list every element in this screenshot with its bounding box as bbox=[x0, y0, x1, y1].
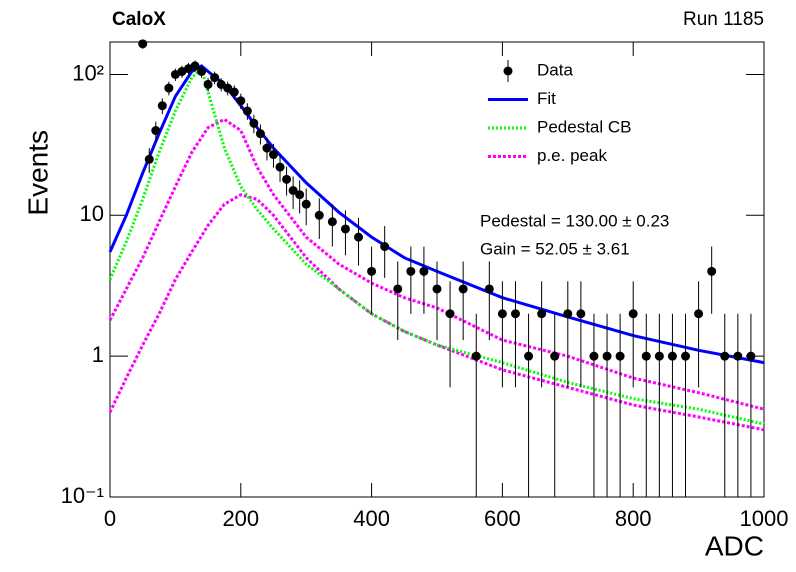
data-point bbox=[282, 174, 292, 184]
x-tick-label: 1000 bbox=[740, 506, 789, 531]
data-point bbox=[223, 83, 233, 93]
data-point bbox=[694, 309, 704, 319]
data-point bbox=[262, 143, 272, 153]
data-point bbox=[458, 284, 468, 294]
y-tick-label: 1 bbox=[92, 342, 104, 367]
data-point bbox=[144, 154, 154, 164]
data-point bbox=[576, 309, 586, 319]
data-point bbox=[242, 106, 252, 116]
data-point bbox=[288, 186, 298, 196]
plot-frame bbox=[109, 41, 765, 498]
data-point bbox=[602, 351, 612, 361]
data-point bbox=[615, 351, 625, 361]
data-point bbox=[354, 232, 364, 242]
data-point bbox=[641, 351, 651, 361]
data-point bbox=[157, 101, 167, 111]
data-point bbox=[707, 266, 717, 276]
y-tick-label: 10² bbox=[72, 60, 104, 85]
data-point bbox=[164, 83, 174, 93]
data-point bbox=[589, 351, 599, 361]
data-point bbox=[210, 73, 220, 83]
data-point bbox=[445, 309, 455, 319]
fit-curve bbox=[108, 64, 765, 365]
data-point bbox=[432, 284, 442, 294]
data-point bbox=[295, 190, 305, 200]
data-point bbox=[733, 351, 743, 361]
legend-label: Fit bbox=[537, 89, 556, 108]
data-point bbox=[301, 199, 311, 209]
x-tick-label: 0 bbox=[104, 506, 116, 531]
data-point bbox=[497, 309, 507, 319]
fit-curve bbox=[108, 117, 765, 432]
data-point bbox=[654, 351, 664, 361]
data-point bbox=[138, 39, 148, 49]
data-point bbox=[667, 351, 677, 361]
data-point bbox=[563, 309, 573, 319]
chart-title: CaloX bbox=[112, 9, 166, 30]
data-point bbox=[190, 61, 200, 71]
data-point bbox=[510, 309, 520, 319]
data-point bbox=[393, 284, 403, 294]
data-point bbox=[628, 309, 638, 319]
data-point bbox=[406, 266, 416, 276]
data-point bbox=[249, 118, 259, 128]
data-point bbox=[367, 266, 377, 276]
data-point bbox=[314, 210, 324, 220]
data-point bbox=[419, 266, 429, 276]
data-point bbox=[151, 126, 161, 136]
y-tick-label: 10 bbox=[80, 201, 104, 226]
x-tick-label: 400 bbox=[353, 506, 390, 531]
data-point bbox=[484, 284, 494, 294]
legend-label: p.e. peak bbox=[537, 146, 607, 165]
run-label: Run 1185 bbox=[683, 9, 764, 30]
data-point bbox=[269, 150, 278, 160]
x-tick-label: 800 bbox=[615, 506, 652, 531]
fit-curve bbox=[108, 65, 765, 426]
fit-annotation: Gain = 52.05 ± 3.61 bbox=[480, 239, 630, 258]
data-point bbox=[236, 96, 246, 106]
x-tick-label: 600 bbox=[484, 506, 521, 531]
legend-label: Pedestal CB bbox=[537, 117, 632, 136]
data-point bbox=[550, 351, 560, 361]
data-point bbox=[340, 224, 350, 234]
data-point bbox=[524, 351, 534, 361]
data-point bbox=[327, 217, 337, 227]
data-point bbox=[229, 87, 239, 97]
data-point bbox=[720, 351, 730, 361]
data-point bbox=[380, 242, 390, 252]
data-point bbox=[216, 79, 226, 89]
data-point bbox=[197, 66, 207, 76]
y-tick-label: 10⁻¹ bbox=[61, 483, 104, 508]
data-point bbox=[681, 351, 691, 361]
y-axis-label: Events bbox=[22, 130, 53, 216]
fit-annotation: Pedestal = 130.00 ± 0.23 bbox=[480, 211, 669, 230]
legend-label: Data bbox=[537, 60, 573, 79]
data-point bbox=[275, 162, 285, 172]
x-axis-label: ADC bbox=[705, 530, 764, 561]
legend-symbol bbox=[503, 66, 513, 76]
data-point bbox=[537, 309, 547, 319]
x-tick-label: 200 bbox=[222, 506, 259, 531]
data-point bbox=[746, 351, 756, 361]
data-point bbox=[471, 351, 481, 361]
data-point bbox=[203, 79, 213, 89]
data-point bbox=[255, 129, 265, 139]
